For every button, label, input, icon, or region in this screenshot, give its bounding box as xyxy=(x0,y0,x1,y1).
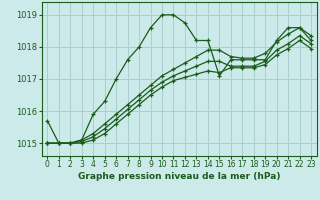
X-axis label: Graphe pression niveau de la mer (hPa): Graphe pression niveau de la mer (hPa) xyxy=(78,172,280,181)
